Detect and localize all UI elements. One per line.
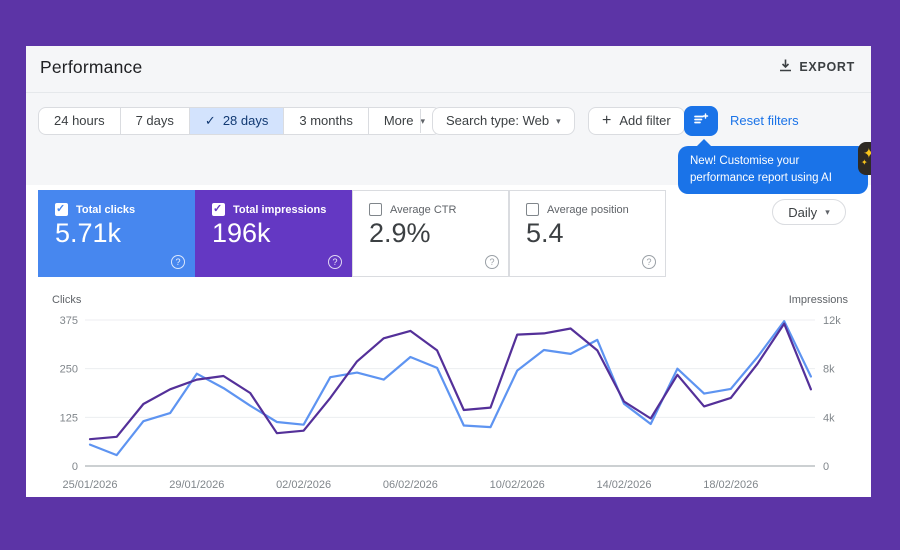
right-axis-tick: 8k [823, 364, 835, 376]
sparkle-icon: ✦ [863, 145, 875, 161]
performance-chart[interactable]: 0 0 125 4k 250 8k 375 12k Clicks Impressions 25/01… [30, 293, 870, 493]
tooltip-line1: New! Customise your [690, 155, 800, 167]
ai-feature-tooltip: New! Customise your performance report u… [678, 139, 868, 194]
header-divider [26, 92, 871, 93]
right-axis-tick: 0 [823, 461, 829, 473]
filter-divider [420, 109, 421, 133]
date-range-tabs: 24 hours 7 days ✓ 28 days 3 months More … [38, 107, 441, 135]
right-axis-title: Impressions [789, 294, 849, 306]
x-axis-tick: 02/02/2026 [276, 479, 331, 491]
x-axis-tick: 25/01/2026 [62, 479, 117, 491]
total-clicks-card[interactable]: Total clicks 5.71k ? [38, 190, 195, 277]
tab-3-months[interactable]: 3 months [283, 108, 367, 134]
checkbox-unchecked-icon[interactable] [369, 203, 382, 216]
average-ctr-card[interactable]: Average CTR 2.9% ? [352, 190, 509, 277]
performance-panel: Performance EXPORT 24 hours 7 days ✓ 28 … [26, 46, 890, 497]
tab-28-days[interactable]: ✓ 28 days [188, 108, 284, 134]
metric-label: Total impressions [233, 203, 327, 216]
customise-report-button[interactable] [684, 106, 718, 136]
metric-value: 5.71k [55, 218, 122, 248]
tab-more[interactable]: More ▾ [367, 108, 440, 134]
reset-filters-link[interactable]: Reset filters [730, 113, 799, 128]
total-impressions-card[interactable]: Total impressions 196k ? [195, 190, 352, 277]
help-icon[interactable]: ? [328, 255, 342, 269]
metric-label: Average CTR [390, 203, 457, 216]
download-icon [779, 59, 792, 75]
help-icon[interactable]: ? [171, 255, 185, 269]
sparkle-icon-small: ✦ [861, 158, 868, 167]
granularity-dropdown[interactable]: Daily ▾ [772, 199, 846, 225]
tab-24-hours[interactable]: 24 hours [54, 113, 105, 128]
checkbox-checked-icon[interactable] [212, 202, 225, 216]
x-axis-tick: 06/02/2026 [383, 479, 438, 491]
chevron-down-icon: ▾ [420, 116, 425, 126]
page-title: Performance [40, 57, 143, 77]
tooltip-pointer [696, 139, 712, 147]
x-axis-tick: 10/02/2026 [490, 479, 545, 491]
metric-value: 196k [212, 218, 271, 248]
metric-label: Total clicks [76, 203, 136, 216]
left-axis-title: Clicks [52, 294, 82, 306]
purple-frame [871, 0, 900, 550]
metric-label: Average position [547, 203, 629, 216]
left-axis-tick: 250 [60, 364, 78, 376]
check-icon: ✓ [204, 113, 216, 128]
x-axis-tick: 14/02/2026 [596, 479, 651, 491]
right-axis-tick: 12k [823, 315, 841, 327]
tune-filter-icon [693, 112, 710, 130]
tooltip-line2: performance report using AI [690, 172, 832, 184]
metric-value: 5.4 [526, 218, 564, 248]
chevron-down-icon: ▾ [825, 206, 830, 217]
left-axis-tick: 375 [60, 315, 78, 327]
chevron-down-icon: ▾ [556, 116, 561, 126]
series-total-impressions [88, 322, 813, 441]
tab-7-days[interactable]: 7 days [119, 108, 189, 134]
checkbox-unchecked-icon[interactable] [526, 203, 539, 216]
metric-value: 2.9% [369, 218, 431, 248]
x-axis-tick: 29/01/2026 [169, 479, 224, 491]
left-axis-tick: 125 [60, 412, 78, 424]
export-button[interactable]: EXPORT [779, 59, 855, 75]
x-axis-tick: 18/02/2026 [703, 479, 758, 491]
series-total-clicks [88, 320, 813, 457]
add-filter-button[interactable]: + Add filter [588, 107, 685, 135]
checkbox-checked-icon[interactable] [55, 202, 68, 216]
plus-icon: + [602, 112, 612, 129]
export-label: EXPORT [799, 60, 855, 74]
average-position-card[interactable]: Average position 5.4 ? [509, 190, 666, 277]
help-icon[interactable]: ? [485, 255, 499, 269]
help-icon[interactable]: ? [642, 255, 656, 269]
left-axis-tick: 0 [72, 461, 78, 473]
search-type-dropdown[interactable]: Search type: Web ▾ [432, 107, 575, 135]
right-axis-tick: 4k [823, 412, 835, 424]
